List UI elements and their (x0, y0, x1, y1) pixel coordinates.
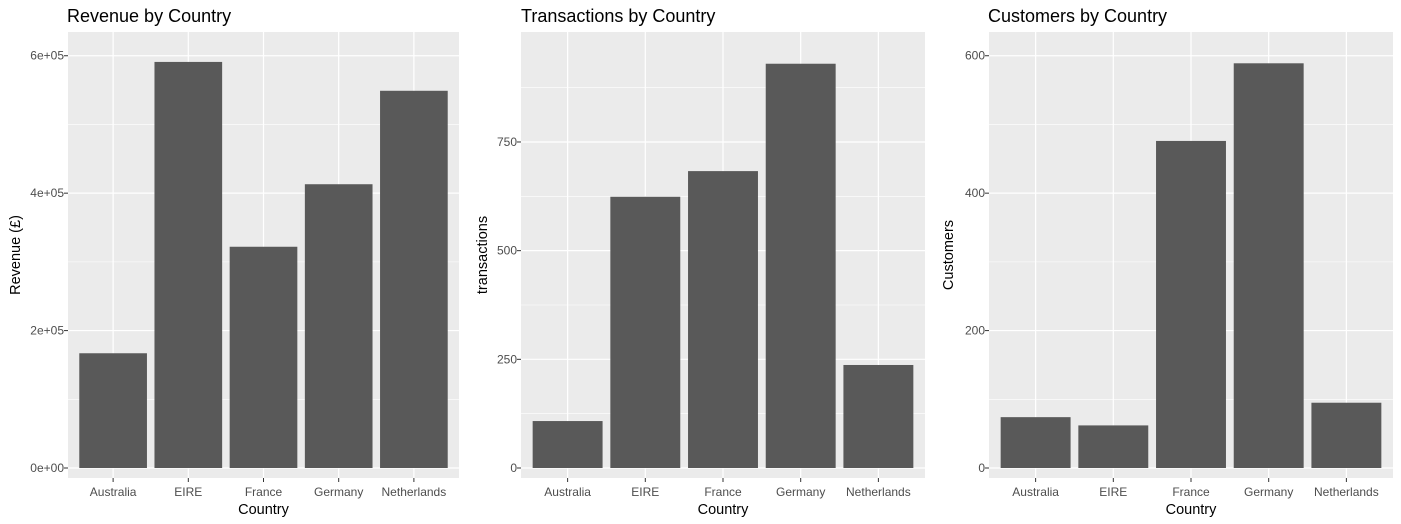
bar-germany (304, 184, 373, 468)
bar-germany (765, 63, 836, 469)
y-axis-title: Customers (941, 220, 957, 290)
x-axis-title: Country (238, 502, 290, 518)
bar-germany (1233, 63, 1304, 469)
y-tick-label: 500 (497, 244, 517, 258)
chart-title: Revenue by Country (67, 6, 231, 26)
x-axis-title: Country (698, 502, 750, 518)
x-tick-label: Germany (314, 485, 363, 499)
bar-eire (610, 196, 681, 468)
bar-france (688, 171, 758, 469)
bar-france (229, 246, 298, 468)
x-tick-label: Netherlands (846, 485, 911, 499)
bar-netherlands (380, 90, 448, 468)
bar-australia (79, 353, 147, 468)
bar-eire (1078, 425, 1149, 468)
y-tick-label: 6e+05 (30, 49, 64, 63)
x-tick-label: Australia (1012, 485, 1059, 499)
x-tick-label: EIRE (631, 485, 659, 499)
bar-australia (532, 421, 603, 468)
bar-netherlands (1311, 402, 1382, 468)
x-tick-label: Australia (90, 485, 137, 499)
y-tick-label: 2e+05 (30, 324, 64, 338)
x-tick-label: France (704, 485, 742, 499)
y-tick-label: 0 (978, 461, 985, 475)
chart-panel-2: 0 250 500 750 Australia EIRE France Germany Neth… (475, 6, 925, 518)
y-tick-label: 0e+00 (30, 461, 64, 475)
chart-title: Customers by Country (988, 6, 1167, 26)
bar-australia (1000, 417, 1071, 468)
chart-panel-1: 0e+00 2e+05 4e+05 6e+05 Australia EIRE France G… (8, 6, 459, 518)
y-tick-label: 250 (497, 352, 517, 366)
bar-netherlands (843, 364, 914, 468)
x-tick-label: Netherlands (1314, 485, 1379, 499)
chart-panel-3: 0 200 400 600 Australia EIRE France Germany Neth… (941, 6, 1393, 518)
bar-france (1156, 140, 1226, 468)
y-tick-label: 750 (497, 135, 517, 149)
x-tick-label: Germany (1244, 485, 1293, 499)
x-tick-label: Germany (776, 485, 825, 499)
x-tick-label: Netherlands (382, 485, 447, 499)
y-tick-label: 600 (965, 49, 985, 63)
bar-eire (154, 61, 223, 468)
x-tick-label: EIRE (1099, 485, 1127, 499)
x-tick-label: EIRE (174, 485, 202, 499)
y-axis-title: Revenue (£) (8, 215, 24, 295)
y-tick-label: 200 (965, 324, 985, 338)
x-tick-label: Australia (544, 485, 591, 499)
x-axis-title: Country (1166, 502, 1218, 518)
y-axis-title: transactions (475, 216, 491, 294)
y-tick-label: 400 (965, 186, 985, 200)
y-tick-label: 4e+05 (30, 186, 64, 200)
chart-title: Transactions by Country (521, 6, 715, 26)
y-tick-label: 0 (510, 461, 517, 475)
x-tick-label: France (245, 485, 283, 499)
x-tick-label: France (1172, 485, 1210, 499)
